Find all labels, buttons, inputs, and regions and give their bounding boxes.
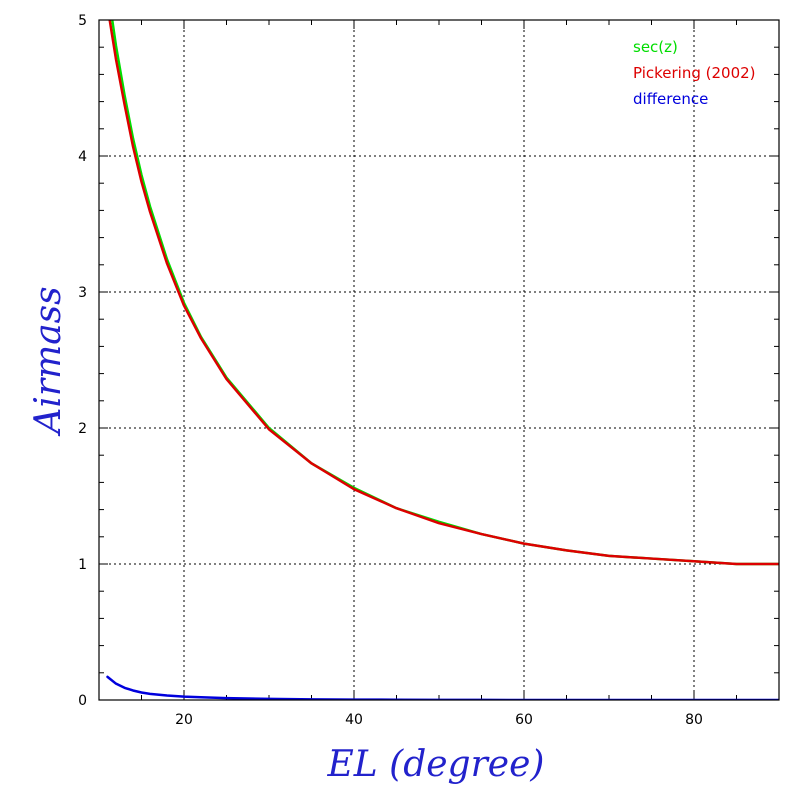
y-tick-label: 4 [78,149,87,165]
y-tick-label: 0 [78,693,87,709]
plot-frame [98,19,780,701]
legend-entry: Pickering (2002) [633,64,756,82]
legend-entry: difference [633,90,708,108]
grid [99,20,779,700]
x-tick-label: 80 [685,712,703,728]
y-tick-label: 3 [78,285,87,301]
legend-entry: sec(z) [633,38,678,56]
x-tick-labels: 20 40 60 80 [175,712,703,728]
y-tick-label: 2 [78,421,87,437]
y-tick-label: 1 [78,557,87,573]
legend: sec(z) Pickering (2002) difference [633,38,756,108]
x-tick-label: 60 [515,712,533,728]
series-lines [106,20,779,700]
series-line-2 [106,675,779,700]
x-tick-label: 40 [345,712,363,728]
x-tick-label: 20 [175,712,193,728]
series-line-1 [108,20,779,566]
y-tick-label: 5 [78,13,87,29]
y-axis-title: Airmass [28,286,69,436]
x-axis-title: EL (degree) [327,744,545,785]
y-tick-labels: 0 1 2 3 4 5 [78,13,87,709]
